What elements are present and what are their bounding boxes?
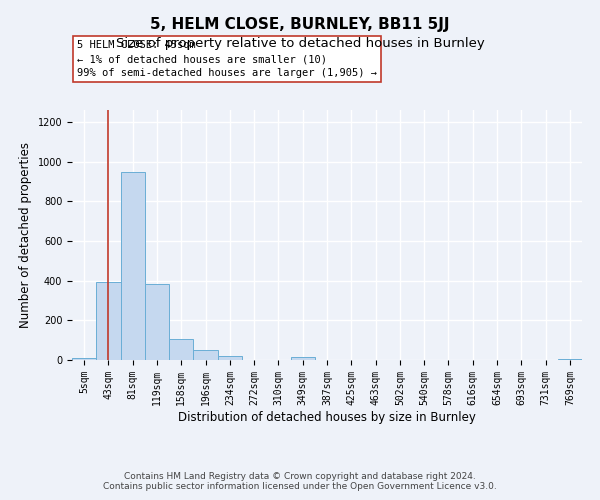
Bar: [145, 284, 169, 360]
Bar: [218, 356, 242, 360]
X-axis label: Distribution of detached houses by size in Burnley: Distribution of detached houses by size …: [178, 410, 476, 424]
Text: Contains HM Land Registry data © Crown copyright and database right 2024.: Contains HM Land Registry data © Crown c…: [124, 472, 476, 481]
Y-axis label: Number of detached properties: Number of detached properties: [19, 142, 32, 328]
Bar: [558, 359, 582, 360]
Text: 5 HELM CLOSE: 45sqm
← 1% of detached houses are smaller (10)
99% of semi-detache: 5 HELM CLOSE: 45sqm ← 1% of detached hou…: [77, 40, 377, 78]
Bar: [290, 357, 315, 360]
Text: 5, HELM CLOSE, BURNLEY, BB11 5JJ: 5, HELM CLOSE, BURNLEY, BB11 5JJ: [150, 18, 450, 32]
Bar: [72, 358, 96, 360]
Bar: [169, 338, 193, 360]
Bar: [96, 282, 121, 360]
Bar: [121, 172, 145, 360]
Text: Contains public sector information licensed under the Open Government Licence v3: Contains public sector information licen…: [103, 482, 497, 491]
Text: Size of property relative to detached houses in Burnley: Size of property relative to detached ho…: [116, 38, 484, 51]
Bar: [193, 350, 218, 360]
